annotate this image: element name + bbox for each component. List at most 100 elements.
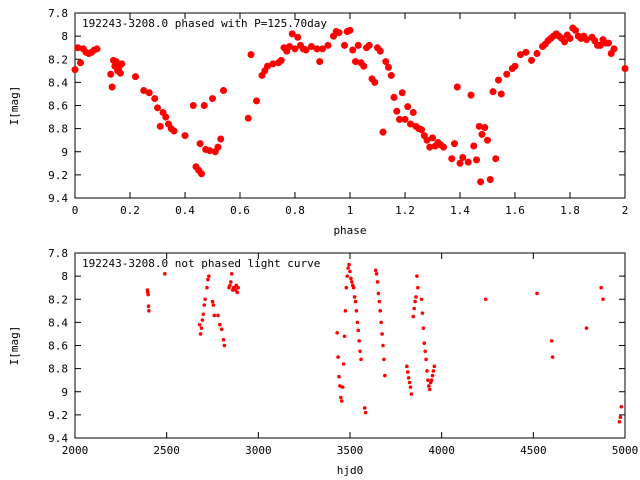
data-point <box>340 385 345 389</box>
data-point <box>481 123 489 131</box>
data-point <box>483 136 491 144</box>
data-point <box>354 309 359 313</box>
data-point <box>357 339 361 343</box>
data-point <box>228 283 232 288</box>
data-point <box>421 326 426 330</box>
data-point <box>422 341 427 345</box>
x-tick-label: 4000 <box>428 444 455 457</box>
x-tick-label: 2 <box>622 204 629 217</box>
data-point <box>425 369 429 373</box>
data-point <box>116 69 124 77</box>
x-tick-label: 0.2 <box>120 204 140 217</box>
data-point <box>203 297 207 302</box>
data-point <box>414 295 418 299</box>
data-point <box>162 113 170 121</box>
data-point <box>533 49 541 57</box>
data-point <box>404 103 412 111</box>
data-point <box>571 26 579 34</box>
data-point <box>77 59 85 67</box>
chart-title: 192243-3208.0 not phased light curve <box>82 257 320 270</box>
data-point <box>584 326 589 330</box>
data-point <box>344 285 349 290</box>
x-tick-label: 3000 <box>245 444 272 457</box>
data-point <box>209 95 217 103</box>
data-point <box>163 272 167 276</box>
data-point <box>432 364 437 369</box>
x-tick-label: 0.8 <box>285 204 305 217</box>
data-point <box>202 303 207 307</box>
data-point <box>210 299 215 304</box>
plot-frame <box>74 252 626 439</box>
x-tick-label: 1.6 <box>505 204 525 217</box>
data-point <box>439 143 447 151</box>
x-tick-label: 1.2 <box>395 204 415 217</box>
data-point <box>291 45 299 53</box>
data-point <box>601 297 605 302</box>
data-point <box>453 83 461 91</box>
data-point <box>335 29 343 37</box>
data-point <box>324 41 332 49</box>
data-point <box>218 322 222 327</box>
data-point <box>494 76 502 84</box>
x-tick-label: 4500 <box>520 444 547 457</box>
data-point <box>349 46 357 54</box>
data-point <box>464 158 472 166</box>
y-tick-label: 8 <box>61 270 68 283</box>
data-point <box>146 292 150 297</box>
data-point <box>511 62 519 70</box>
data-point <box>196 140 204 148</box>
data-point <box>221 337 226 342</box>
data-point <box>207 274 211 278</box>
data-point <box>211 303 216 307</box>
data-point <box>401 115 409 123</box>
x-tick-label: 1.8 <box>560 204 580 217</box>
data-point <box>426 378 430 382</box>
data-point <box>343 309 348 313</box>
data-point <box>198 332 203 336</box>
data-point <box>448 155 456 163</box>
data-point <box>610 45 618 53</box>
data-point <box>407 380 412 385</box>
data-point <box>477 178 485 186</box>
data-point <box>214 143 222 151</box>
data-point <box>408 385 413 389</box>
data-point <box>377 299 382 304</box>
data-point <box>409 108 417 116</box>
data-point <box>390 93 398 101</box>
y-tick-label: 8.2 <box>48 293 68 306</box>
y-tick-label: 8.6 <box>48 340 68 353</box>
data-point <box>381 343 385 348</box>
data-point <box>398 89 406 97</box>
data-point <box>478 130 486 138</box>
data-point <box>413 299 417 304</box>
y-tick-label: 9.2 <box>48 169 68 182</box>
data-point <box>71 66 79 74</box>
data-point <box>346 266 350 270</box>
data-point <box>236 285 240 290</box>
data-point <box>376 291 381 296</box>
data-point <box>428 134 436 142</box>
data-point <box>492 155 500 163</box>
data-point <box>352 295 357 299</box>
data-point <box>359 357 363 362</box>
data-point <box>522 48 530 56</box>
data-point <box>527 56 535 64</box>
data-point <box>376 47 384 55</box>
data-point <box>181 132 189 140</box>
data-point <box>467 91 475 99</box>
data-point <box>156 122 164 130</box>
data-point <box>503 70 511 78</box>
data-point <box>346 26 354 34</box>
data-point <box>229 280 233 284</box>
y-tick-label: 8 <box>61 30 68 43</box>
data-point <box>151 95 159 103</box>
data-point <box>302 46 310 54</box>
data-point <box>383 373 387 378</box>
data-point <box>380 332 384 336</box>
y-tick-label: 8.8 <box>48 123 68 136</box>
x-tick-label: 3500 <box>337 444 364 457</box>
data-point <box>145 89 153 97</box>
data-point <box>406 376 411 380</box>
y-tick-label: 8.4 <box>48 76 68 89</box>
